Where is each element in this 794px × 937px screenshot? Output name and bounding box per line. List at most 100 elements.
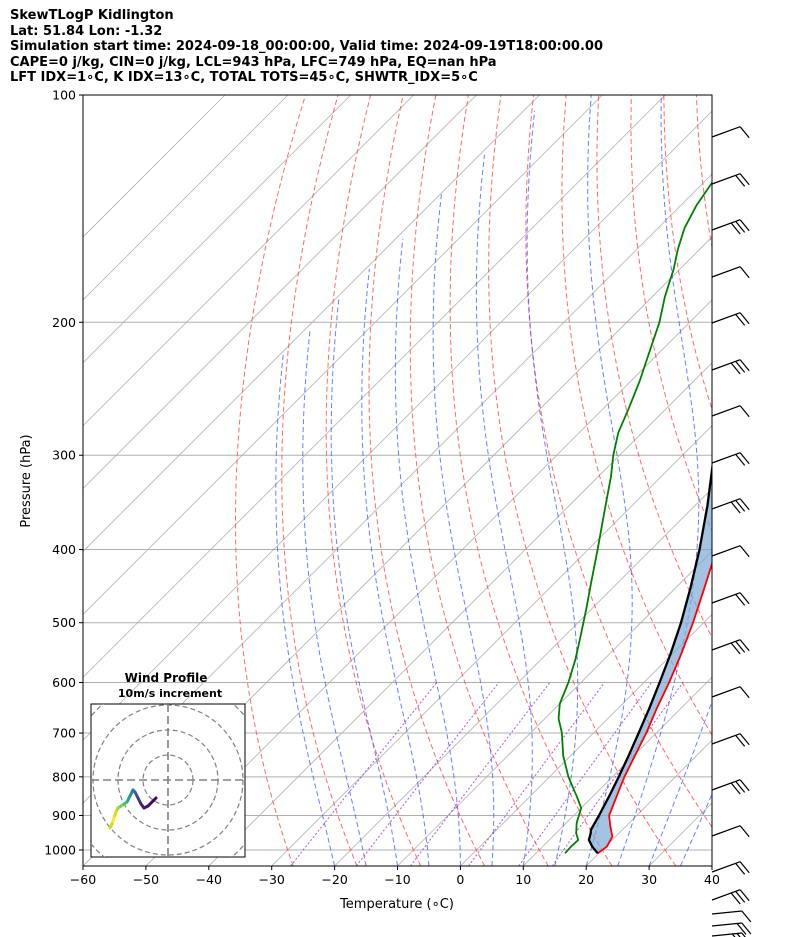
y-tick-label: 400 (52, 542, 76, 557)
mixing-ratio-line (409, 682, 551, 866)
isotherm-line (83, 95, 477, 490)
parcel-line (587, 460, 712, 855)
moist-adiabat-line (680, 792, 712, 866)
wind-barb (711, 932, 746, 937)
x-tick-label: −30 (259, 872, 285, 887)
moist-adiabat-line (394, 238, 461, 866)
y-tick-label: 700 (52, 726, 76, 741)
wind-barb (711, 861, 750, 875)
axis-ticks: −60 −50 −40 −30 −20 −10 0 10 20 30 40 1000 900 800 700… (44, 88, 720, 888)
moist-adiabat-line (617, 95, 700, 866)
dry-adiabat-line (488, 95, 677, 866)
isotherm-line (83, 95, 603, 615)
x-tick-label: −20 (321, 872, 347, 887)
dry-adiabat-line (449, 95, 613, 866)
wind-barb (711, 592, 750, 606)
y-tick-label: 500 (52, 615, 76, 630)
moist-adiabat-line (526, 110, 579, 866)
isotherm-line (83, 95, 226, 238)
hodograph-trace (108, 822, 114, 830)
mixing-ratio-line (468, 682, 605, 866)
dry-adiabat-line (663, 95, 712, 411)
moist-adiabat-line (361, 268, 430, 866)
dry-adiabat-line (729, 95, 794, 866)
isotherm-line (711, 865, 712, 866)
wind-barb (711, 922, 752, 935)
time-line: Simulation start time: 2024-09-18_00:00:… (10, 39, 603, 54)
dry-adiabat-line (281, 95, 358, 866)
y-tick-label: 200 (52, 315, 76, 330)
y-tick-label: 800 (52, 769, 76, 784)
profile-lines (557, 181, 712, 855)
x-tick-label: −50 (133, 872, 159, 887)
x-tick-label: −10 (384, 872, 410, 887)
moist-adiabat-line (302, 330, 367, 866)
temperature-line (597, 560, 712, 855)
mixing-ratio-line (518, 682, 653, 866)
y-tick-label: 300 (52, 448, 76, 463)
isotherm-line (334, 488, 712, 866)
wind-barb (711, 545, 750, 558)
wind-barb (711, 219, 750, 235)
x-tick-label: 40 (704, 872, 720, 887)
x-tick-label: 20 (578, 872, 594, 887)
isotherm-line (523, 676, 712, 866)
x-tick-label: −60 (70, 872, 96, 887)
wind-barb (711, 889, 750, 905)
wind-barb (711, 779, 750, 795)
x-tick-label: 0 (456, 872, 464, 887)
x-tick-label: 10 (515, 872, 531, 887)
hodograph-title: Wind Profile (125, 671, 208, 685)
y-tick-label: 900 (52, 808, 76, 823)
isotherm-line (145, 299, 712, 866)
isotherm-line (460, 613, 712, 866)
moist-adiabat-line (275, 353, 336, 866)
wind-barb (711, 733, 750, 747)
wind-barb (711, 910, 752, 923)
dry-adiabat-line (525, 95, 712, 828)
isotherm-line (83, 95, 289, 301)
cape-area (588, 469, 712, 854)
dry-adiabat-line (235, 95, 306, 866)
x-axis-label: Temperature (∘C) (339, 897, 454, 912)
wind-barb (711, 312, 750, 326)
hodograph-subtitle: 10m/s increment (118, 687, 222, 700)
isotherm-line (83, 110, 712, 741)
wind-barb (711, 126, 750, 139)
hodograph-inset: Wind Profile 10m/s increment (90, 671, 246, 858)
y-tick-label: 600 (52, 675, 76, 690)
y-tick-label: 100 (52, 88, 76, 103)
dry-adiabat-line (368, 95, 485, 866)
wind-barb (711, 498, 750, 514)
wind-barb (711, 173, 750, 187)
isotherm-line (83, 95, 540, 553)
dewpoint-line (557, 181, 712, 854)
wind-barbs (711, 126, 752, 937)
moist-adiabat-line (711, 864, 712, 866)
moist-adiabat-line (475, 154, 533, 866)
isotherm-line (397, 550, 712, 866)
wind-barb (711, 452, 750, 466)
wind-barb (711, 686, 750, 699)
isotherm-line (271, 425, 712, 866)
dry-adiabat-line (762, 95, 794, 866)
isotherm-line (83, 95, 414, 427)
dry-adiabat-line (409, 95, 549, 866)
hodograph-plot (91, 704, 245, 857)
dry-adiabat-line (596, 95, 712, 639)
wind-barb (711, 825, 750, 838)
cape-shading (588, 469, 712, 854)
moist-adiabat-line (585, 95, 633, 866)
wind-barb (711, 359, 750, 375)
location-line: Lat: 51.84 Lon: -1.32 (10, 23, 163, 39)
wind-barb (711, 405, 750, 418)
mixing-ratio-line (551, 682, 684, 866)
mixing-ratio-line (290, 682, 438, 866)
wind-barb (711, 266, 750, 279)
dry-adiabat-line (325, 95, 422, 866)
chart-header: SkewTLogP Kidlington Lat: 51.84 Lon: -1.… (10, 8, 790, 86)
index-line: LFT IDX=1∘C, K IDX=13∘C, TOTAL TOTS=45∘C… (10, 70, 478, 85)
moist-adiabat-line (330, 296, 398, 866)
y-tick-label: 1000 (44, 843, 76, 858)
